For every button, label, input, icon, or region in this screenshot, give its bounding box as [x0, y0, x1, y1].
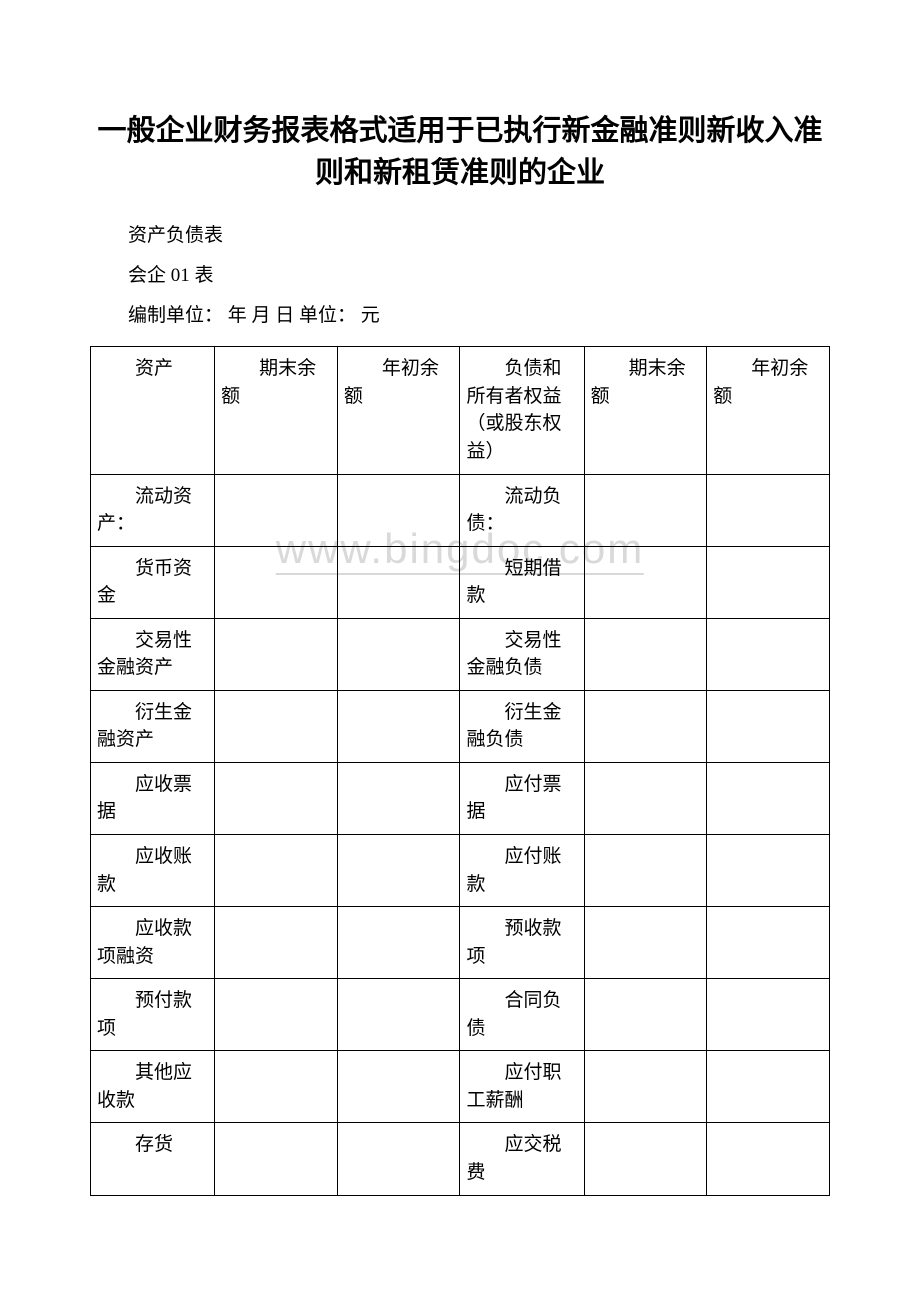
cell-start-a: [337, 979, 460, 1051]
cell-start-l: [707, 1051, 830, 1123]
cell-end-a: [215, 907, 338, 979]
cell-end-l: [584, 1123, 707, 1195]
cell-liab: 流动负债：: [460, 474, 584, 546]
cell-end-a: [215, 835, 338, 907]
col-start-balance-a: 年初余额: [337, 347, 460, 474]
cell-start-l: [707, 762, 830, 834]
cell-end-l: [584, 690, 707, 762]
cell-start-a: [337, 1123, 460, 1195]
cell-liab: 应付票据: [460, 762, 584, 834]
cell-start-a: [337, 474, 460, 546]
table-row: 预付款项 合同负债: [91, 979, 830, 1051]
cell-start-a: [337, 907, 460, 979]
cell-end-l: [584, 1051, 707, 1123]
cell-assets: 预付款项: [91, 979, 215, 1051]
cell-end-a: [215, 546, 338, 618]
cell-liab: 合同负债: [460, 979, 584, 1051]
col-start-balance-l: 年初余额: [707, 347, 830, 474]
cell-assets: 货币资金: [91, 546, 215, 618]
cell-start-l: [707, 618, 830, 690]
balance-sheet-table: 资产 期末余额 年初余额 负债和所有者权益（或股东权益） 期末余额 年初余额 流…: [90, 346, 830, 1195]
table-row: 流动资产： 流动负债：: [91, 474, 830, 546]
unit-line: 编制单位： 年 月 日 单位： 元: [90, 298, 830, 334]
table-row: 衍生金融资产 衍生金融负债: [91, 690, 830, 762]
cell-start-l: [707, 835, 830, 907]
table-header-row: 资产 期末余额 年初余额 负债和所有者权益（或股东权益） 期末余额 年初余额: [91, 347, 830, 474]
cell-liab: 短期借款: [460, 546, 584, 618]
cell-assets: 衍生金融资产: [91, 690, 215, 762]
cell-start-l: [707, 1123, 830, 1195]
table-row: 货币资金 短期借款: [91, 546, 830, 618]
subtitle-line: 资产负债表: [90, 218, 830, 254]
cell-assets: 存货: [91, 1123, 215, 1195]
cell-start-l: [707, 907, 830, 979]
cell-end-a: [215, 979, 338, 1051]
table-row: 存货 应交税费: [91, 1123, 830, 1195]
cell-liab: 应付账款: [460, 835, 584, 907]
cell-start-a: [337, 1051, 460, 1123]
cell-assets: 其他应收款: [91, 1051, 215, 1123]
table-row: 应收款项融资 预收款项: [91, 907, 830, 979]
cell-end-l: [584, 907, 707, 979]
cell-end-a: [215, 1051, 338, 1123]
cell-liab: 交易性金融负债: [460, 618, 584, 690]
cell-start-a: [337, 546, 460, 618]
cell-end-a: [215, 1123, 338, 1195]
col-liab-equity: 负债和所有者权益（或股东权益）: [460, 347, 584, 474]
cell-end-l: [584, 618, 707, 690]
cell-assets: 应收账款: [91, 835, 215, 907]
cell-end-l: [584, 474, 707, 546]
cell-start-a: [337, 835, 460, 907]
cell-assets: 应收款项融资: [91, 907, 215, 979]
cell-assets: 流动资产：: [91, 474, 215, 546]
cell-end-a: [215, 762, 338, 834]
cell-liab: 预收款项: [460, 907, 584, 979]
cell-liab: 应交税费: [460, 1123, 584, 1195]
cell-end-l: [584, 835, 707, 907]
table-row: 应收票据 应付票据: [91, 762, 830, 834]
cell-start-a: [337, 690, 460, 762]
cell-assets: 交易性金融资产: [91, 618, 215, 690]
cell-end-l: [584, 762, 707, 834]
table-row: 应收账款 应付账款: [91, 835, 830, 907]
cell-liab: 衍生金融负债: [460, 690, 584, 762]
table-row: 交易性金融资产 交易性金融负债: [91, 618, 830, 690]
col-end-balance-a: 期末余额: [215, 347, 338, 474]
cell-assets: 应收票据: [91, 762, 215, 834]
cell-start-a: [337, 762, 460, 834]
table-row: 其他应收款 应付职工薪酬: [91, 1051, 830, 1123]
cell-end-a: [215, 690, 338, 762]
page-title: 一般企业财务报表格式适用于已执行新金融准则新收入准则和新租赁准则的企业: [90, 110, 830, 194]
cell-end-l: [584, 979, 707, 1051]
cell-liab: 应付职工薪酬: [460, 1051, 584, 1123]
cell-start-a: [337, 618, 460, 690]
col-assets: 资产: [91, 347, 215, 474]
cell-end-a: [215, 618, 338, 690]
form-code-line: 会企 01 表: [90, 258, 830, 294]
cell-start-l: [707, 979, 830, 1051]
cell-end-l: [584, 546, 707, 618]
col-end-balance-l: 期末余额: [584, 347, 707, 474]
cell-start-l: [707, 474, 830, 546]
cell-end-a: [215, 474, 338, 546]
cell-start-l: [707, 690, 830, 762]
cell-start-l: [707, 546, 830, 618]
